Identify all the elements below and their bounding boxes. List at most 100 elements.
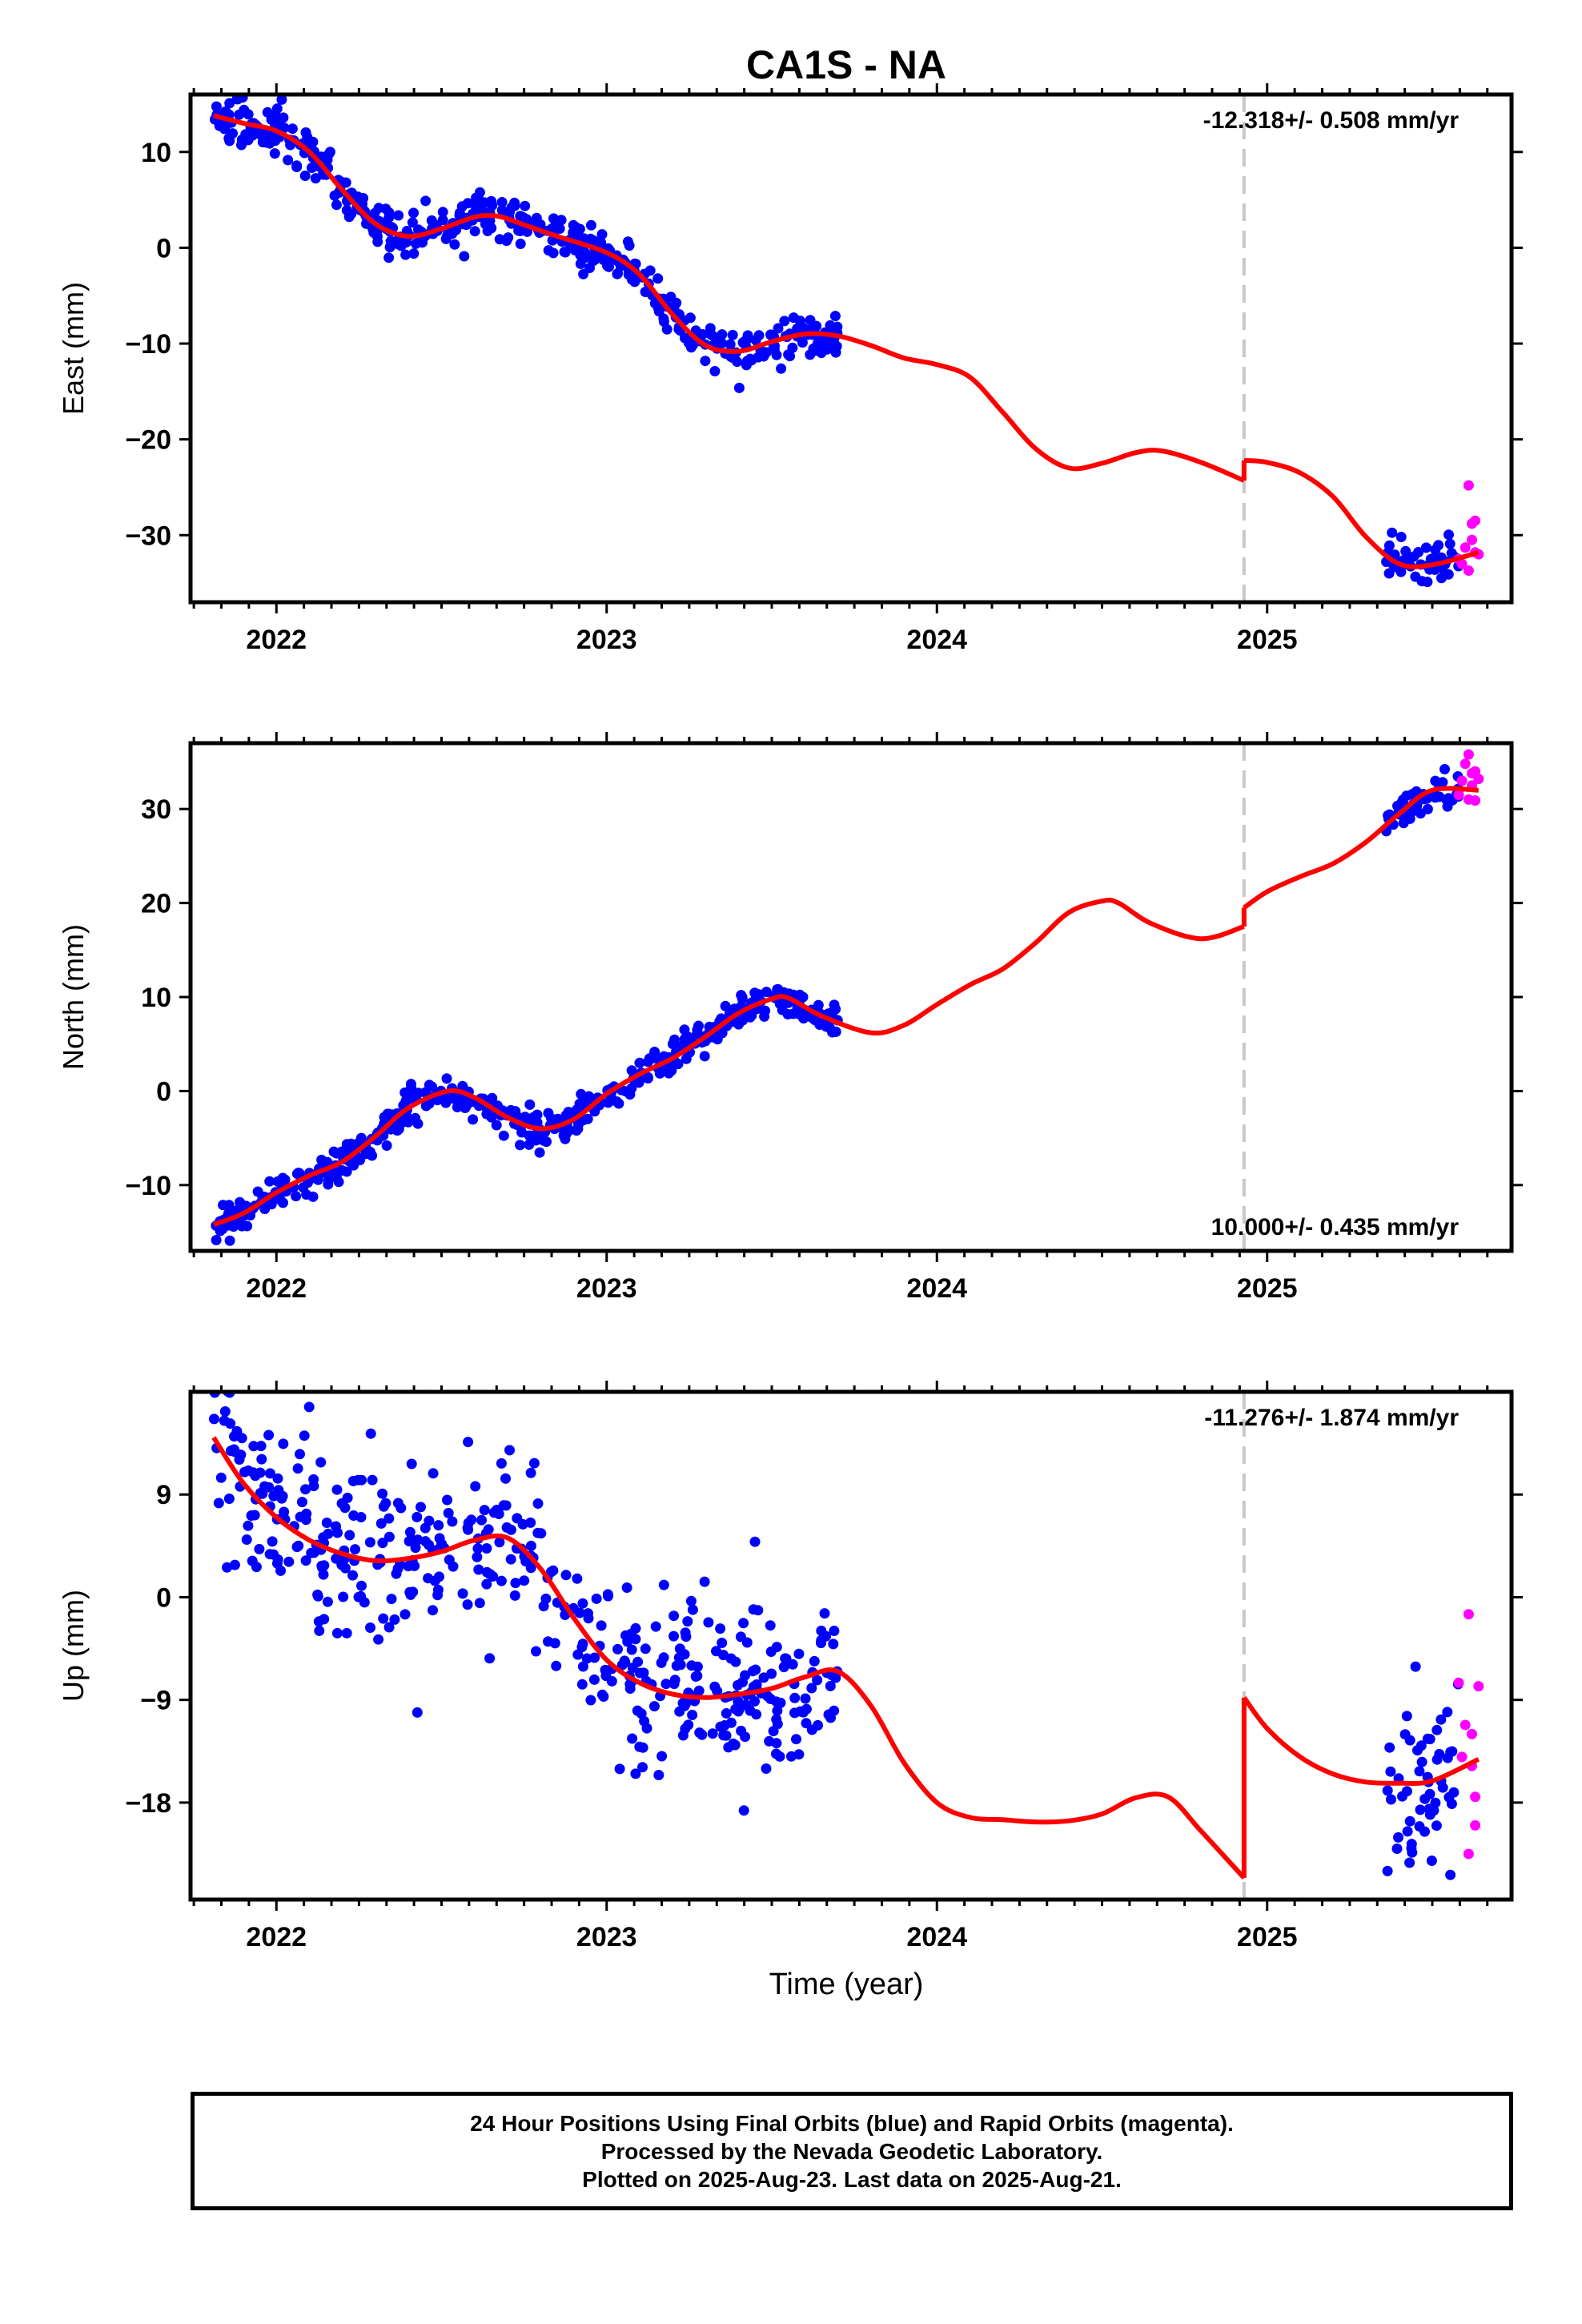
final-orbit-point — [715, 1623, 726, 1634]
final-orbit-point — [1443, 569, 1454, 580]
final-orbit-point — [461, 1100, 472, 1112]
final-orbit-point — [368, 227, 379, 238]
final-orbit-point — [640, 1643, 651, 1655]
final-orbit-point — [1383, 568, 1395, 579]
east-plot-area — [209, 94, 1484, 602]
final-orbit-point — [1445, 1869, 1456, 1880]
x-tick-label: 2025 — [1237, 625, 1298, 655]
final-orbit-point — [1395, 566, 1407, 577]
final-orbit-point — [416, 1502, 426, 1513]
final-orbit-point — [377, 1488, 388, 1499]
final-orbit-point — [474, 1598, 485, 1609]
x-tick-label: 2022 — [246, 625, 307, 655]
final-orbit-point — [317, 1562, 327, 1573]
final-orbit-point — [1422, 1733, 1433, 1744]
x-tick-label: 2022 — [246, 1273, 307, 1304]
final-orbit-point — [310, 173, 321, 184]
final-orbit-point — [1385, 1766, 1396, 1777]
final-orbit-point — [620, 1086, 631, 1097]
final-orbit-point — [774, 1751, 785, 1762]
final-orbit-point — [727, 329, 738, 340]
x-tick-label: 2023 — [576, 625, 637, 655]
north-rapid-points — [1453, 749, 1484, 806]
rapid-orbit-point — [1456, 558, 1468, 569]
final-orbit-point — [373, 203, 384, 214]
final-orbit-point — [479, 1505, 490, 1516]
final-orbit-point — [741, 360, 752, 371]
north-rate-label: 10.000+/- 0.435 mm/yr — [1211, 1214, 1460, 1240]
final-orbit-point — [283, 155, 294, 166]
final-orbit-point — [1384, 1742, 1395, 1753]
final-orbit-point — [504, 1445, 515, 1456]
rapid-orbit-point — [1453, 790, 1464, 801]
final-orbit-point — [791, 1734, 801, 1745]
final-orbit-point — [355, 1512, 367, 1522]
north-final-points — [211, 764, 1464, 1246]
final-orbit-point — [472, 1551, 483, 1562]
final-orbit-point — [753, 352, 764, 363]
final-orbit-point — [644, 265, 656, 276]
final-orbit-point — [296, 1497, 307, 1508]
final-orbit-point — [433, 1520, 444, 1531]
north-frame — [188, 741, 1514, 1253]
x-tick-label: 2023 — [576, 1922, 637, 1952]
final-orbit-point — [643, 1056, 653, 1068]
x-tick-label: 2025 — [1237, 1922, 1298, 1952]
final-orbit-point — [792, 323, 803, 334]
rapid-orbit-point — [1470, 1819, 1481, 1831]
final-orbit-point — [776, 363, 787, 374]
final-orbit-point — [442, 1494, 452, 1506]
final-orbit-point — [761, 1763, 772, 1774]
final-orbit-point — [1443, 529, 1454, 541]
final-orbit-point — [408, 248, 420, 259]
final-orbit-point — [358, 193, 369, 203]
final-orbit-point — [630, 1622, 641, 1634]
rapid-orbit-point — [1463, 565, 1474, 576]
final-orbit-point — [1386, 1794, 1396, 1805]
final-orbit-point — [766, 1668, 777, 1679]
final-orbit-point — [420, 1522, 431, 1534]
final-orbit-point — [614, 1763, 625, 1775]
final-orbit-point — [525, 1562, 536, 1574]
final-orbit-point — [432, 1584, 444, 1595]
final-orbit-point — [299, 171, 311, 181]
y-tick-label: 20 — [141, 889, 171, 919]
final-orbit-point — [248, 1441, 259, 1452]
final-orbit-point — [720, 1000, 731, 1011]
final-orbit-point — [699, 1576, 710, 1587]
final-orbit-point — [793, 1648, 805, 1659]
final-orbit-point — [540, 1593, 552, 1604]
y-tick-label: 30 — [141, 794, 171, 825]
y-tick-label: 9 — [156, 1480, 171, 1510]
final-orbit-point — [434, 1571, 444, 1582]
final-orbit-point — [578, 268, 589, 279]
final-orbit-point — [560, 1570, 572, 1581]
final-orbit-point — [1404, 1815, 1415, 1827]
final-orbit-point — [243, 1520, 254, 1531]
final-orbit-point — [254, 1543, 265, 1554]
final-orbit-point — [674, 1643, 685, 1655]
final-orbit-point — [406, 1458, 417, 1470]
final-orbit-point — [564, 1124, 575, 1136]
final-orbit-point — [412, 1511, 423, 1522]
final-orbit-point — [1431, 1754, 1443, 1765]
final-orbit-point — [671, 1660, 682, 1671]
up-panel: 9 0 −9 −18 2022 2023 2024 2025 Up (mm) -11.276+/-… — [57, 1381, 1523, 1952]
up-model-curve — [211, 1436, 1247, 1880]
up-rate-label: -11.276+/- 1.874 mm/yr — [1204, 1405, 1459, 1431]
final-orbit-point — [1415, 1804, 1426, 1815]
up-rapid-points — [1453, 1609, 1484, 1860]
final-orbit-point — [506, 202, 517, 213]
final-orbit-point — [1399, 1729, 1411, 1740]
final-orbit-point — [228, 1444, 239, 1455]
final-orbit-point — [531, 1646, 541, 1657]
north-model-curve-after — [1243, 786, 1479, 910]
final-orbit-point — [1393, 1831, 1403, 1843]
final-orbit-point — [825, 320, 836, 331]
final-orbit-point — [721, 1708, 732, 1719]
up-frame — [188, 1389, 1514, 1902]
up-final-points — [208, 1392, 1464, 1880]
final-orbit-point — [580, 247, 591, 259]
final-orbit-point — [551, 1660, 562, 1671]
